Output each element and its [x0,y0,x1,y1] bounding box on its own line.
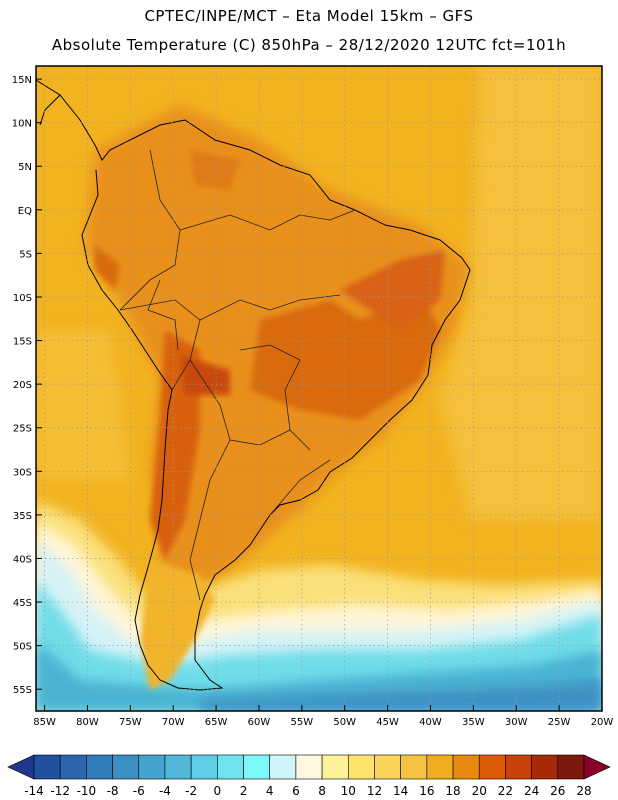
colorbar-label: -10 [77,784,97,798]
colorbar-swatch [217,754,244,780]
colorbar-swatch [33,754,61,780]
lon-label: 70W [162,717,185,728]
colorbar-swatch [112,754,140,780]
colorbar-swatch [138,754,166,780]
colorbar-swatch [164,754,192,780]
colorbar-label: 4 [266,784,274,798]
lat-label: 20S [13,380,32,391]
lat-label: 10S [13,293,32,304]
colorbar-label: -8 [107,784,119,798]
lon-label: 45W [376,717,399,728]
colorbar-swatch [505,754,532,780]
colorbar-label: 12 [367,784,382,798]
lat-label: 5S [19,249,32,260]
lon-label: 20W [591,717,614,728]
colorbar-swatch [295,754,323,780]
lon-label: 85W [33,717,56,728]
colorbar-label: -14 [24,784,44,798]
colorbar-label: 2 [240,784,248,798]
lat-label: 50S [13,642,32,653]
lon-label: 30W [505,717,528,728]
map-frame [35,65,603,712]
colorbar-swatch [190,754,218,780]
lat-label: 40S [13,554,32,565]
colorbar-swatch [86,754,113,780]
lon-label: 25W [548,717,571,728]
colorbar-label: 22 [498,784,513,798]
colorbar-label: -4 [159,784,171,798]
colorbar-label: 8 [318,784,326,798]
country-borders [119,149,356,601]
colorbar-swatch [269,754,297,780]
colorbar-arrow-low [7,754,35,780]
colorbar-swatch [374,754,401,780]
colorbar-swatch [557,754,585,780]
lon-label: 75W [119,717,142,728]
lat-label: 5N [18,162,32,173]
colorbar-label: 14 [393,784,408,798]
colorbar-label: 28 [576,784,591,798]
colorbar-swatch [400,754,428,780]
colorbar-label: -2 [185,784,197,798]
colorbar-swatch [347,754,375,780]
lat-label: 45S [13,598,32,609]
lon-label: 55W [291,717,314,728]
colorbar-label: 20 [472,784,487,798]
colorbar-swatch [531,754,559,780]
lat-label: 10N [12,119,32,130]
colorbar-swatch [321,754,349,780]
lon-label: 40W [419,717,442,728]
lat-label: 30S [13,467,32,478]
colorbar: -14 -12 -10 -8 -6 -4 -2 0 2 4 6 8 10 12 14 16 18 20 22 24 26… [7,754,611,798]
colorbar-swatch [452,754,480,780]
colorbar-label: 6 [292,784,300,798]
lat-label: 55S [13,685,32,696]
colorbar-swatch [426,754,454,780]
colorbar-label: -6 [133,784,145,798]
lon-label: 80W [76,717,99,728]
colorbar-label: 26 [550,784,565,798]
lat-label: EQ [18,206,32,217]
colorbar-label: 10 [341,784,356,798]
axis-ticks [36,78,603,711]
colorbar-swatch [243,754,271,780]
lon-label: 65W [205,717,228,728]
temperature-field [36,66,602,711]
colorbar-arrow-high [583,754,611,780]
colorbar-label: 24 [524,784,539,798]
lat-label: 15N [12,75,32,86]
lat-label: 25S [13,424,32,435]
map-title-model: CPTEC/INPE/MCT – Eta Model 15km – GFS [144,7,474,25]
colorbar-swatch [478,754,506,780]
colorbar-label: 18 [445,784,460,798]
lon-label: 50W [333,717,356,728]
lat-label: 15S [13,337,32,348]
colorbar-label: -12 [50,784,70,798]
colorbar-label: 0 [214,784,222,798]
map-title-field: Absolute Temperature (C) 850hPa – 28/12/… [51,36,567,54]
lon-label: 60W [248,717,271,728]
lat-label: 35S [13,511,32,522]
colorbar-swatch [59,754,87,780]
axis-labels: 15N 10N 5N EQ 5S 10S 15S 20S 25S 30S 35S 40S 45S 50S 5… [12,75,614,728]
lon-label: 35W [462,717,485,728]
colorbar-label: 16 [419,784,434,798]
